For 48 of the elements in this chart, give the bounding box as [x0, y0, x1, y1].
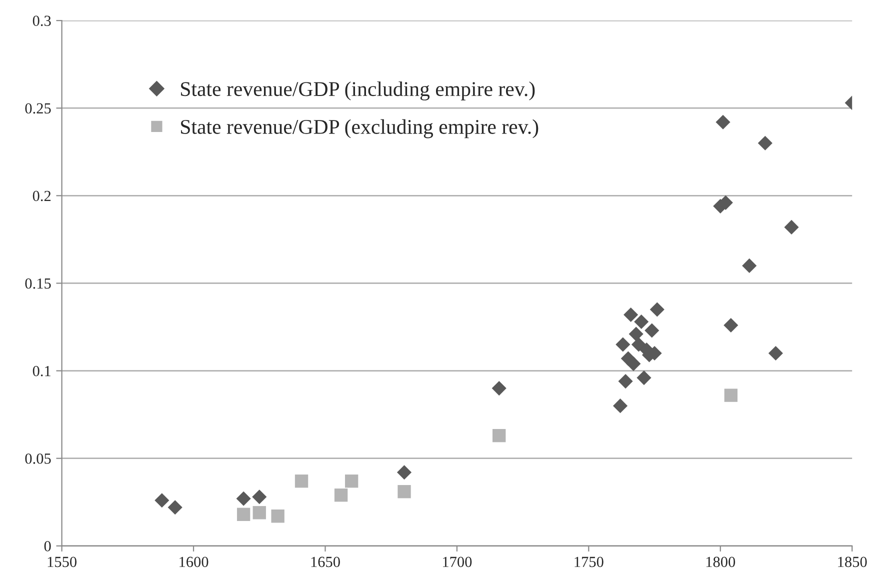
point [724, 388, 738, 402]
point [758, 136, 772, 150]
point [650, 302, 664, 317]
point [742, 258, 757, 273]
y-tick-label: 0.3 [32, 16, 51, 26]
point [492, 428, 506, 442]
point [271, 510, 284, 523]
point [626, 356, 641, 372]
x-tick-label: 1750 [574, 556, 604, 568]
point [634, 314, 649, 330]
point [768, 346, 783, 361]
point [154, 493, 170, 508]
point [334, 488, 348, 502]
point [398, 485, 411, 498]
y-tick-label: 0.05 [25, 453, 51, 464]
point [724, 318, 738, 333]
point [492, 381, 506, 396]
point [294, 474, 308, 488]
x-tick-label: 1550 [48, 556, 77, 568]
x-tick-label: 1650 [311, 556, 340, 568]
point [616, 337, 630, 352]
point [344, 474, 358, 488]
point [628, 326, 644, 342]
point [624, 307, 638, 322]
x-tick-label: 1800 [706, 556, 736, 568]
point [612, 398, 628, 414]
y-tick-label: 0.15 [25, 278, 51, 289]
point [252, 506, 266, 520]
legend-label: State revenue/GDP (including empire rev.) [181, 81, 535, 100]
point [784, 220, 799, 234]
point [236, 508, 250, 521]
point [252, 490, 267, 504]
x-tick-label: 1600 [180, 556, 208, 568]
y-tick-label: 0 [44, 541, 51, 552]
legend-label: State revenue/GDP (excluding empire rev.) [181, 119, 538, 138]
point [631, 337, 646, 352]
point [236, 491, 251, 506]
x-tick-label: 1850 [838, 556, 867, 568]
point [168, 500, 182, 515]
y-tick-label: 0.1 [32, 366, 50, 376]
point [716, 114, 730, 130]
x-tick-label: 1700 [443, 556, 472, 568]
point [644, 323, 660, 338]
point [396, 465, 412, 480]
point [618, 374, 633, 389]
y-tick-label: 0.25 [25, 103, 51, 114]
y-tick-label: 0.2 [32, 190, 51, 202]
point [636, 370, 652, 386]
